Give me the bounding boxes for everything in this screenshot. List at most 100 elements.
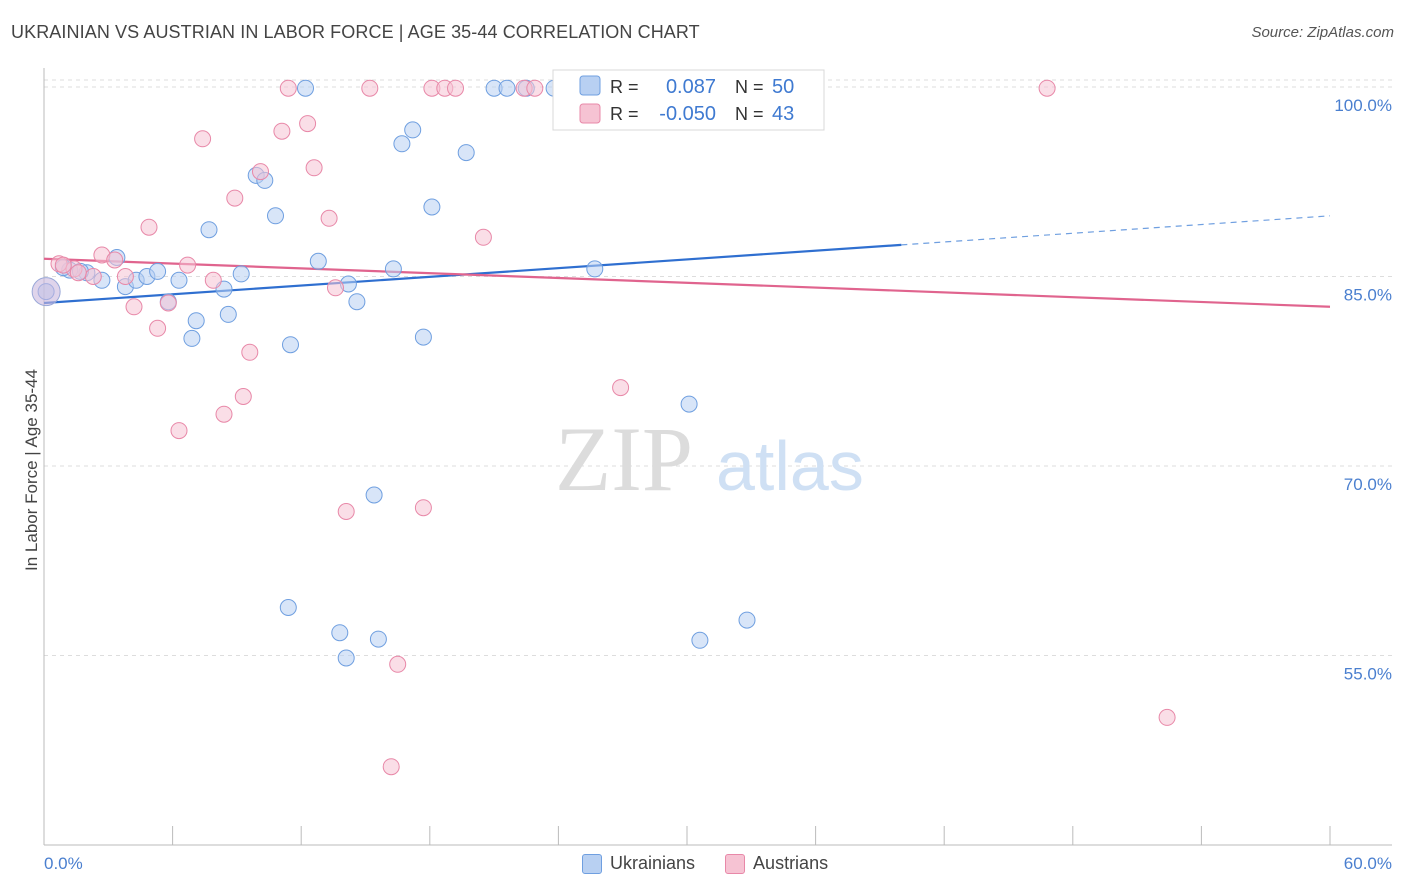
- point-ukrainians: [297, 79, 314, 97]
- y-tick-labels: 100.0% 85.0% 70.0% 55.0%: [1334, 96, 1392, 684]
- point-ukrainians: [348, 293, 366, 311]
- point-austrians: [125, 298, 143, 316]
- point-ukrainians: [219, 305, 237, 323]
- point-ukrainians: [282, 336, 299, 354]
- point-ukrainians: [404, 121, 422, 139]
- point-austrians: [116, 268, 134, 285]
- legend-r-value-1: 0.087: [666, 76, 716, 98]
- point-ukrainians: [232, 265, 250, 283]
- point-austrians: [252, 163, 269, 181]
- legend-n-label-2: N =: [735, 104, 764, 124]
- point-austrians: [84, 268, 102, 285]
- point-austrians: [1038, 79, 1056, 97]
- point-austrians: [69, 264, 87, 282]
- point-ukrainians: [183, 329, 201, 347]
- point-ukrainians: [680, 395, 698, 413]
- legend-r-label-2: R =: [610, 104, 639, 124]
- legend-swatch-austrians-bottom: [725, 853, 746, 874]
- point-ukrainians: [331, 624, 349, 642]
- point-ukrainians: [738, 611, 756, 629]
- legend-n-label-1: N =: [735, 77, 764, 97]
- point-austrians: [299, 115, 317, 133]
- point-austrians: [179, 256, 197, 274]
- point-ukrainians: [586, 260, 604, 278]
- point-ukrainians: [365, 486, 383, 504]
- point-austrians: [226, 189, 244, 207]
- point-ukrainians: [457, 144, 475, 162]
- y-tick-label: 70.0%: [1344, 475, 1392, 494]
- point-austrians: [204, 271, 222, 289]
- point-austrians: [54, 256, 72, 274]
- point-austrians: [447, 79, 464, 97]
- legend-swatch-ukrainians: [579, 75, 601, 96]
- point-austrians: [612, 379, 630, 397]
- point-ukrainians: [414, 328, 432, 346]
- point-ukrainians: [200, 221, 218, 239]
- legend-r-value-2: -0.050: [659, 103, 716, 125]
- point-ukrainians: [384, 260, 402, 278]
- legend-swatch-austrians: [579, 103, 601, 124]
- watermark: ZIP atlas: [555, 408, 864, 510]
- legend-n-value-1: 50: [772, 76, 794, 98]
- point-austrians: [1158, 708, 1176, 726]
- point-austrians: [327, 279, 344, 297]
- point-austrians: [361, 79, 379, 97]
- chart-title: UKRAINIAN VS AUSTRIAN IN LABOR FORCE | A…: [11, 22, 700, 42]
- point-ukrainians: [187, 312, 205, 330]
- point-austrians: [159, 294, 177, 312]
- point-ukrainians: [423, 198, 441, 216]
- trend-lines: [43, 215, 1331, 308]
- point-austrians: [273, 122, 291, 140]
- point-austrians: [526, 79, 544, 97]
- legend-r-label-1: R =: [610, 77, 639, 97]
- point-austrians: [241, 343, 259, 361]
- point-austrians: [279, 79, 297, 97]
- point-ukrainians: [393, 135, 411, 153]
- point-ukrainians: [149, 262, 167, 280]
- axes: [43, 68, 1392, 846]
- point-austrians: [194, 130, 212, 148]
- point-ukrainians: [498, 79, 516, 97]
- point-ukrainians: [309, 252, 327, 270]
- x-tick-label-left: 0.0%: [44, 854, 83, 873]
- point-cluster: [31, 277, 61, 307]
- trend-line-austrians: [43, 257, 1331, 308]
- x-tick-labels: 0.0% 60.0%: [44, 854, 1392, 873]
- legend-label-ukrainians: Ukrainians: [610, 853, 696, 873]
- point-austrians: [320, 209, 338, 227]
- point-austrians: [106, 251, 124, 269]
- stats-legend: R = 0.087 N = 50 R = -0.050 N = 43: [552, 69, 825, 131]
- point-austrians: [474, 228, 492, 246]
- legend-n-value-2: 43: [772, 103, 794, 125]
- watermark-zip: ZIP: [555, 408, 693, 510]
- point-austrians: [389, 655, 407, 673]
- y-tick-label: 55.0%: [1344, 664, 1392, 683]
- legend-item-austrians[interactable]: Austrians: [725, 853, 828, 874]
- legend-item-ukrainians[interactable]: Ukrainians: [582, 853, 695, 874]
- source-label: Source: ZipAtlas.com: [1251, 24, 1394, 41]
- y-tick-label: 85.0%: [1344, 285, 1392, 304]
- point-austrians: [234, 388, 252, 405]
- trend-line-ukrainians-extension: [901, 215, 1331, 246]
- point-austrians: [170, 422, 188, 440]
- point-ukrainians: [267, 207, 284, 225]
- legend-swatch-ukrainians-bottom: [582, 853, 602, 874]
- series-legend: Ukrainians Austrians: [582, 853, 828, 874]
- point-ukrainians: [691, 631, 709, 649]
- point-ukrainians: [337, 649, 355, 667]
- grid-lines: [44, 79, 1392, 656]
- y-tick-label: 100.0%: [1334, 96, 1392, 115]
- x-tick-label-right: 60.0%: [1344, 854, 1392, 873]
- point-ukrainians: [170, 271, 188, 289]
- point-austrians: [337, 503, 355, 520]
- point-austrians: [305, 159, 323, 177]
- point-austrians: [140, 218, 158, 236]
- point-austrians: [215, 405, 233, 423]
- point-ukrainians: [369, 630, 387, 648]
- watermark-atlas: atlas: [716, 427, 864, 505]
- point-austrians: [382, 758, 400, 776]
- point-ukrainians: [279, 599, 297, 616]
- legend-label-austrians: Austrians: [753, 853, 829, 873]
- point-austrians: [149, 319, 167, 337]
